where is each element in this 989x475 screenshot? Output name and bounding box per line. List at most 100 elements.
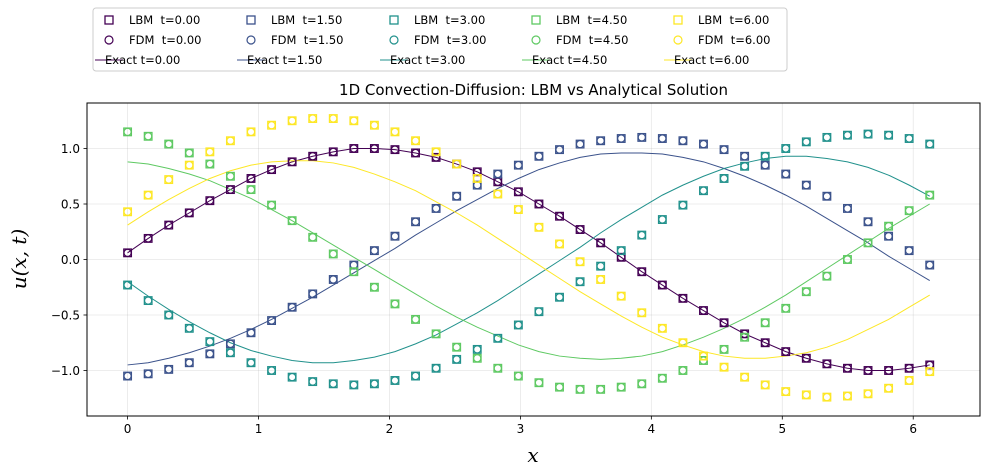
- fdm-marker: [431, 364, 441, 373]
- fdm-marker: [493, 334, 503, 343]
- fdm-marker: [822, 392, 832, 402]
- x-tick-label: 5: [778, 422, 786, 436]
- fdm-marker: [555, 212, 564, 221]
- fdm-marker: [123, 127, 132, 137]
- fdm-marker: [843, 364, 852, 373]
- fdm-marker: [431, 329, 441, 339]
- fdm-marker: [349, 380, 359, 390]
- legend-label: LBM t=3.00: [414, 13, 485, 27]
- fdm-marker: [287, 157, 297, 167]
- fdm-marker: [390, 127, 400, 137]
- fdm-marker: [925, 260, 934, 270]
- legend-label: LBM t=1.50: [271, 13, 342, 27]
- fdm-marker: [390, 145, 400, 154]
- fdm-marker: [185, 160, 194, 170]
- legend-circle-marker: [389, 35, 399, 45]
- fdm-marker: [205, 349, 215, 359]
- fdm-marker: [678, 200, 688, 210]
- fdm-marker: [925, 139, 934, 149]
- fdm-marker: [617, 291, 626, 301]
- fdm-marker: [287, 303, 297, 312]
- legend-item: FDM t=3.00: [389, 33, 486, 47]
- series-lbm-9: [123, 127, 935, 394]
- fdm-marker: [308, 233, 317, 242]
- legend-item: LBM t=6.00: [673, 13, 769, 27]
- legend-item: FDM t=0.00: [104, 33, 201, 47]
- x-axis-label: x: [527, 443, 538, 467]
- fdm-marker: [843, 255, 852, 264]
- legend-square-marker: [104, 15, 114, 25]
- fdm-marker: [308, 377, 317, 386]
- fdm-marker: [164, 220, 173, 230]
- legend-label: LBM t=0.00: [129, 13, 200, 27]
- legend-frame: [92, 7, 788, 72]
- y-axis-label: u(x, t): [7, 229, 31, 290]
- fdm-marker: [555, 145, 564, 154]
- fdm-marker: [719, 174, 729, 183]
- fdm-marker: [473, 174, 482, 183]
- x-tick-label: 6: [909, 422, 917, 436]
- fdm-marker: [575, 139, 585, 149]
- fdm-marker: [802, 354, 811, 363]
- fdm-marker: [473, 345, 482, 354]
- fdm-marker: [308, 289, 317, 299]
- fdm-marker: [143, 369, 153, 379]
- fdm-marker: [534, 307, 544, 316]
- fdm-marker: [699, 351, 708, 361]
- fdm-marker: [349, 144, 359, 153]
- fdm-marker: [781, 144, 790, 153]
- fdm-marker: [329, 379, 338, 389]
- legend-label: Exact t=1.50: [247, 53, 322, 67]
- fdm-marker: [904, 376, 914, 385]
- fdm-marker: [575, 225, 585, 234]
- fdm-marker: [822, 133, 832, 142]
- series-fdm-13: [123, 114, 934, 402]
- fdm-marker: [514, 187, 523, 196]
- fdm-marker: [822, 271, 832, 281]
- fdm-marker: [185, 324, 194, 333]
- legend-label: FDM t=4.50: [556, 33, 628, 47]
- fdm-marker: [699, 186, 708, 195]
- legend-circle-marker: [531, 35, 541, 45]
- fdm-marker: [123, 207, 132, 216]
- fdm-marker: [267, 366, 276, 375]
- legend-square-marker: [673, 15, 683, 25]
- fdm-marker: [164, 310, 173, 320]
- fdm-marker: [452, 355, 461, 364]
- exact-line-5: [127, 152, 930, 366]
- fdm-marker: [843, 204, 852, 213]
- fdm-marker: [411, 315, 420, 324]
- fdm-marker: [185, 358, 194, 367]
- x-tick-label: 4: [648, 422, 656, 436]
- fdm-marker: [596, 385, 605, 394]
- fdm-marker: [164, 175, 173, 184]
- fdm-marker: [205, 196, 215, 205]
- fdm-marker: [185, 208, 194, 218]
- fdm-marker: [802, 137, 811, 147]
- fdm-marker: [287, 216, 297, 225]
- fdm-marker: [863, 238, 873, 248]
- fdm-marker: [740, 332, 749, 342]
- exact-line-11: [127, 161, 930, 360]
- fdm-marker: [658, 374, 667, 383]
- fdm-marker: [740, 372, 749, 382]
- y-tick-label: 0.0: [61, 253, 80, 267]
- legend: LBM t=0.00 FDM t=0.00 Exact t=0.00 LBM t=1.…: [92, 7, 788, 72]
- ticks: 0 1 2 3 4 5 6 −1.0 −0.5 0.0 0.5 1.0: [51, 142, 917, 436]
- fdm-marker: [884, 384, 893, 393]
- fdm-marker: [863, 366, 873, 375]
- fdm-marker: [308, 114, 317, 123]
- fdm-marker: [637, 230, 646, 240]
- x-tick-label: 2: [386, 422, 394, 436]
- fdm-marker: [719, 362, 729, 372]
- fdm-marker: [431, 147, 441, 157]
- fdm-marker: [143, 190, 153, 200]
- fdm-marker: [123, 371, 132, 381]
- fdm-marker: [493, 169, 503, 179]
- fdm-marker: [637, 308, 646, 317]
- fdm-marker: [370, 246, 379, 255]
- fdm-marker: [740, 152, 749, 161]
- fdm-marker: [226, 172, 235, 181]
- fdm-marker: [185, 148, 194, 158]
- fdm-marker: [534, 378, 544, 387]
